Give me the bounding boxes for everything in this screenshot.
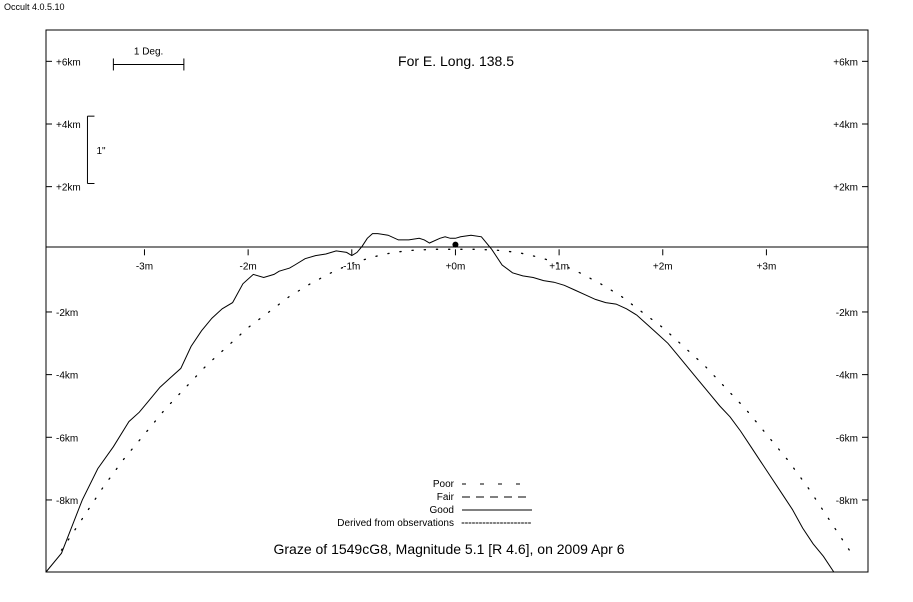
legend-label: Poor <box>433 479 455 490</box>
chart-title: For E. Long. 138.5 <box>398 53 514 69</box>
x-tick-label: +3m <box>757 261 777 272</box>
chart-caption: Graze of 1549cG8, Magnitude 5.1 [R 4.6],… <box>273 541 624 557</box>
y-tick-label-right: +6km <box>833 57 858 68</box>
y-tick-label-right: -4km <box>836 371 858 382</box>
y-tick-label-right: -8km <box>836 496 858 507</box>
y-tick-label-left: -4km <box>56 371 78 382</box>
axis-ticks: -3m -2m -1m +0m +1m +2m +3m +6km +6km +4km +4km +2k… <box>46 57 868 507</box>
legend-label: Good <box>430 505 454 516</box>
x-tick-label: +1m <box>549 261 569 272</box>
x-tick-label: -1m <box>343 261 360 272</box>
y-tick-label-left: +6km <box>56 57 81 68</box>
y-tick-label-right: +2km <box>833 183 858 194</box>
arcsec-scale-label: 1" <box>96 146 106 157</box>
x-tick-label: +0m <box>446 261 466 272</box>
app-title: Occult 4.0.5.10 <box>4 2 65 12</box>
y-tick-label-left: +4km <box>56 120 81 131</box>
y-tick-label-right: -6km <box>836 433 858 444</box>
x-tick-label: -2m <box>240 261 257 272</box>
y-tick-label-left: -6km <box>56 433 78 444</box>
y-tick-label-right: -2km <box>836 308 858 319</box>
x-tick-label: +2m <box>653 261 673 272</box>
series-line-good <box>45 233 868 573</box>
profile-series <box>45 233 868 573</box>
y-tick-label-left: -8km <box>56 496 78 507</box>
legend: Poor Fair Good Derived from observations <box>337 479 533 529</box>
plot-frame <box>45 29 869 573</box>
x-tick-label: -3m <box>136 261 153 272</box>
legend-label: Fair <box>437 492 455 503</box>
degree-scale-label: 1 Deg. <box>134 46 163 57</box>
y-tick-label-left: +2km <box>56 183 81 194</box>
scale-bars: 1 Deg. 1" <box>86 46 185 185</box>
y-tick-label-right: +4km <box>833 120 858 131</box>
legend-label: Derived from observations <box>337 518 454 529</box>
series-line-derived <box>60 248 850 551</box>
y-tick-label-left: -2km <box>56 308 78 319</box>
observer-point <box>452 241 459 248</box>
